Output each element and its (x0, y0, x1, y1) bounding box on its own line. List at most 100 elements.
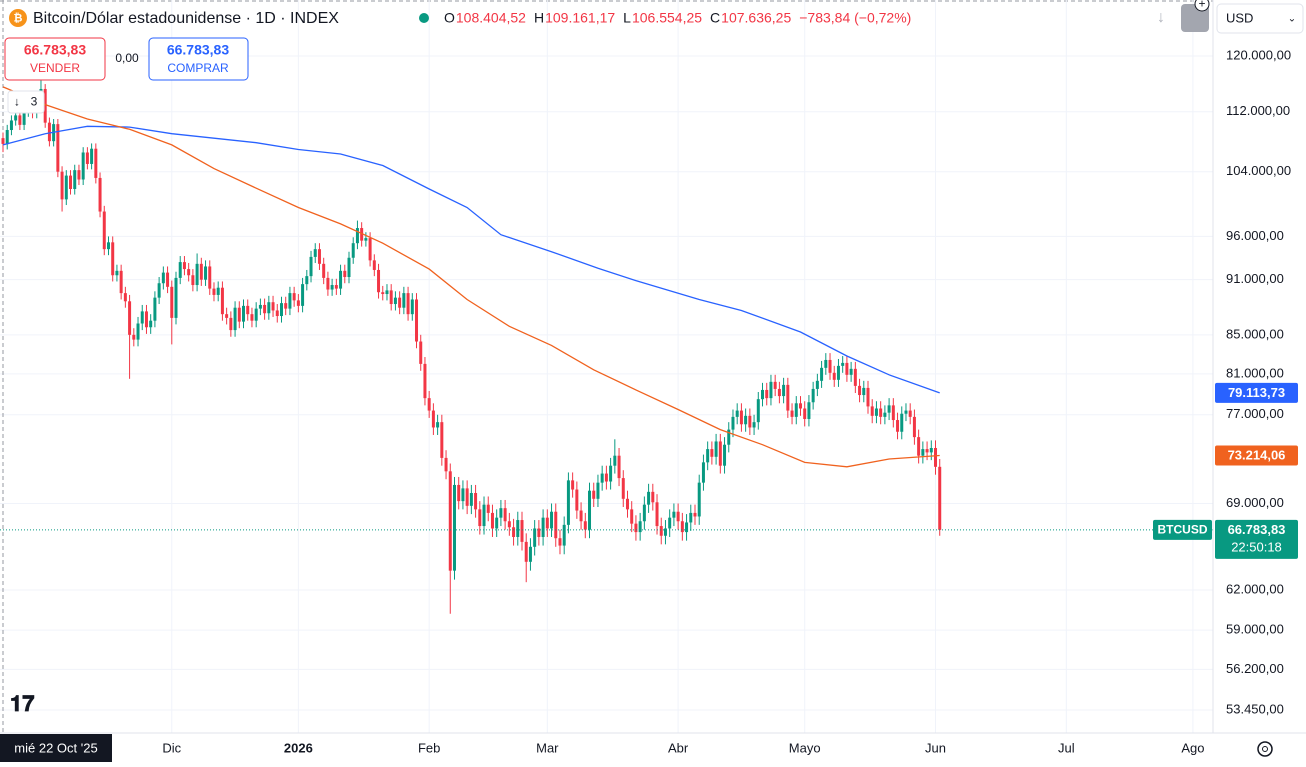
candle-body (773, 381, 777, 389)
candle-body (727, 429, 731, 445)
y-tick-label: 96.000,00 (1226, 228, 1284, 243)
add-button[interactable] (1194, 0, 1210, 12)
candle-body (739, 410, 743, 425)
plot (0, 0, 1213, 733)
candle-body (301, 284, 305, 306)
candle-body (486, 504, 490, 513)
candle-body (731, 416, 735, 430)
candle-body (600, 473, 604, 483)
candle-body (182, 262, 186, 270)
candle-body (579, 510, 583, 522)
candle-body (887, 405, 891, 413)
candle-body (507, 521, 511, 528)
down-arrow-icon[interactable]: ↓ (1157, 9, 1165, 26)
candle-body (389, 290, 393, 305)
candle-body (765, 389, 769, 399)
candle-body (925, 449, 929, 453)
candle-body (330, 285, 334, 290)
bitcoin-symbol: ₿ (14, 12, 23, 24)
candle-body (474, 492, 478, 510)
spread: 0,00 (115, 51, 139, 65)
crosshair-date-box (0, 734, 112, 762)
candle-body (634, 523, 638, 533)
y-tick-label: 59.000,00 (1226, 622, 1284, 637)
candle-body (609, 465, 613, 482)
candle-body (9, 120, 13, 131)
y-tick-label: 81.000,00 (1226, 365, 1284, 380)
candle-body (828, 359, 832, 373)
crosshair-date: mié 22 Oct '25 (14, 740, 97, 755)
y-tick-label: 77.000,00 (1226, 406, 1284, 421)
candle-body (216, 287, 220, 295)
candle-body (786, 384, 790, 411)
candle-body (1, 138, 5, 144)
currency-selector[interactable] (1216, 3, 1304, 34)
candle-body (427, 398, 431, 411)
candle-body (208, 266, 212, 289)
sell-button[interactable] (4, 37, 106, 81)
candle-body (64, 175, 68, 200)
candle-body (571, 480, 575, 490)
y-tick-label: 85.000,00 (1226, 326, 1284, 341)
candle-body (254, 308, 258, 321)
candle-body (723, 444, 727, 466)
y-tick-label: 112.000,00 (1226, 103, 1290, 118)
candle-body (524, 541, 528, 562)
candle-body (503, 508, 507, 522)
ohlc-value: 109.161,17 (545, 10, 615, 26)
candle-body (140, 311, 144, 324)
sell-label: VENDER (30, 61, 80, 75)
y-tick-label: 62.000,00 (1226, 581, 1284, 596)
candle-body (841, 362, 845, 366)
candle-body (685, 522, 689, 533)
candle-body (305, 276, 309, 285)
candle-body (284, 303, 288, 309)
candle-body (355, 228, 359, 244)
candle-body (225, 314, 229, 318)
candle-body (752, 422, 756, 428)
ohlc-key: C (710, 10, 720, 26)
candle-body (862, 387, 866, 396)
candle-body (630, 509, 634, 524)
candle-body (410, 299, 414, 315)
settings-icon[interactable] (1257, 741, 1273, 757)
currency: USD (1226, 10, 1253, 25)
candle-body (250, 314, 254, 321)
x-tick-label: 2026 (284, 740, 313, 755)
candle-body (258, 304, 262, 309)
candle-body (625, 498, 629, 510)
last-price-label: 66.783,83 (1228, 522, 1286, 537)
indicators-toggle[interactable] (7, 90, 45, 114)
candle-body (174, 277, 178, 318)
candle-body (554, 511, 558, 539)
candle-body (309, 256, 313, 277)
candle-body (60, 171, 64, 200)
y-tick-label: 120.000,00 (1226, 47, 1291, 62)
candle-body (874, 408, 878, 416)
candle-body (191, 275, 195, 286)
candle-body (457, 484, 461, 502)
candle-body (900, 413, 904, 432)
last-price-box (1215, 519, 1298, 559)
candle-body (866, 387, 870, 407)
buy-button[interactable] (148, 37, 249, 81)
candle-body (166, 272, 170, 287)
candle-body (482, 504, 486, 527)
y-tick-label: 53.450,00 (1226, 701, 1284, 716)
candle-body (647, 491, 651, 505)
candle-body (360, 228, 364, 241)
candle-body (119, 270, 123, 294)
candle-body (815, 380, 819, 389)
candle-body (853, 368, 857, 386)
candle-body (756, 399, 760, 423)
candle-body (668, 517, 672, 529)
y-tick-label: 104.000,00 (1226, 163, 1291, 178)
candle-body (94, 148, 98, 178)
candle-body (655, 502, 659, 527)
price-label: 73.214,06 (1228, 447, 1286, 462)
symbol-tag (1153, 519, 1212, 540)
candle-body (317, 249, 321, 264)
candle-body (271, 302, 275, 311)
candle-body (106, 242, 110, 250)
